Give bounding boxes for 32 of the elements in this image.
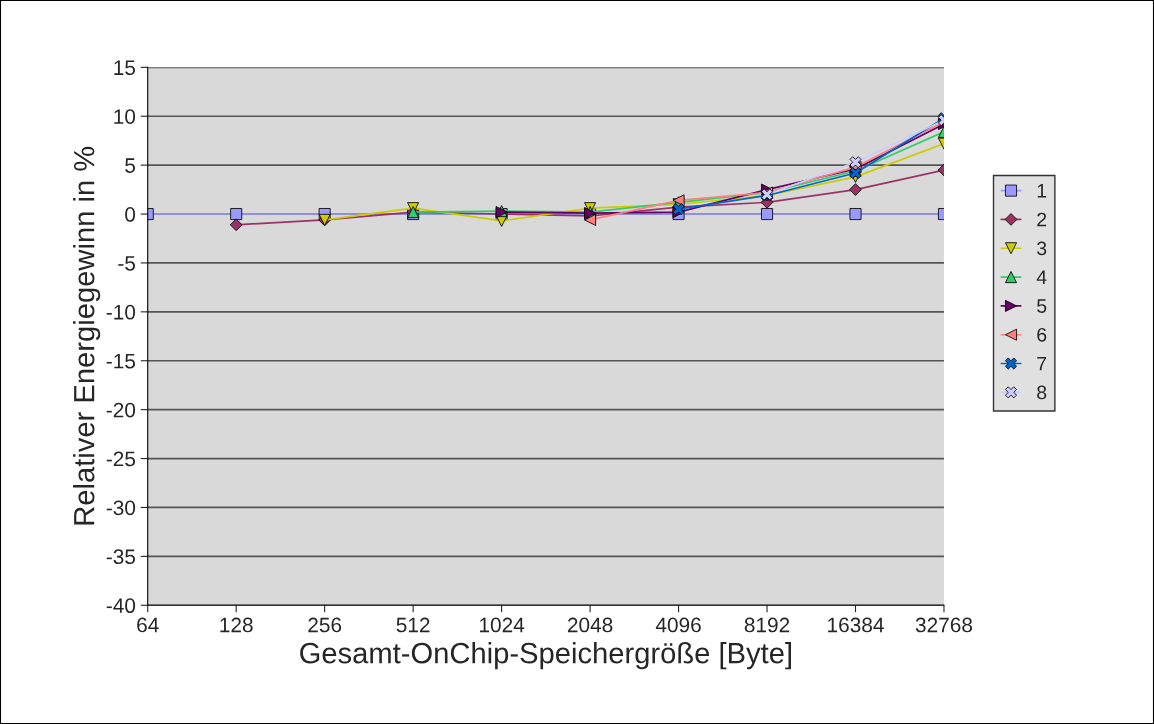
legend-label: 1 [1037, 184, 1047, 198]
y-tick-label: -15 [106, 353, 136, 369]
y-axis-title: Relativer Energiegewinn in % [73, 146, 101, 525]
x-tick-label: 64 [137, 617, 159, 633]
legend-label: 4 [1036, 270, 1047, 284]
y-tick-label: 15 [114, 60, 136, 76]
y-tick-label: 10 [114, 109, 136, 124]
y-tick-label: -35 [106, 549, 136, 565]
y-tick-label: -30 [106, 500, 136, 516]
y-tick-label: -25 [106, 451, 136, 467]
x-tick-label: 16384 [828, 617, 884, 633]
y-tick-label: 5 [125, 158, 136, 173]
x-tick-label: 4096 [655, 617, 701, 633]
legend-label: 6 [1037, 327, 1047, 342]
x-tick-label: 1024 [480, 617, 525, 633]
x-tick-label: 128 [220, 617, 253, 633]
legend-label: 7 [1037, 356, 1047, 371]
x-tick-label: 32768 [915, 617, 973, 633]
legend-label: 3 [1037, 241, 1047, 256]
legend-label: 8 [1037, 385, 1047, 400]
x-tick-label: 256 [308, 617, 342, 633]
legend-label: 5 [1037, 299, 1047, 313]
x-axis-title: Gesamt-OnChip-Speichergröße [Byte] [300, 642, 791, 670]
x-tick-label: 2048 [567, 617, 613, 633]
x-tick-label: 512 [396, 617, 430, 633]
y-tick-label: -5 [118, 256, 136, 271]
legend-label: 2 [1037, 212, 1047, 227]
y-tick-label: -20 [106, 402, 136, 418]
y-tick-label: 0 [125, 207, 136, 222]
y-tick-label: -10 [106, 304, 136, 320]
x-tick-label: 8192 [744, 617, 790, 633]
y-tick-label: -40 [106, 598, 136, 614]
